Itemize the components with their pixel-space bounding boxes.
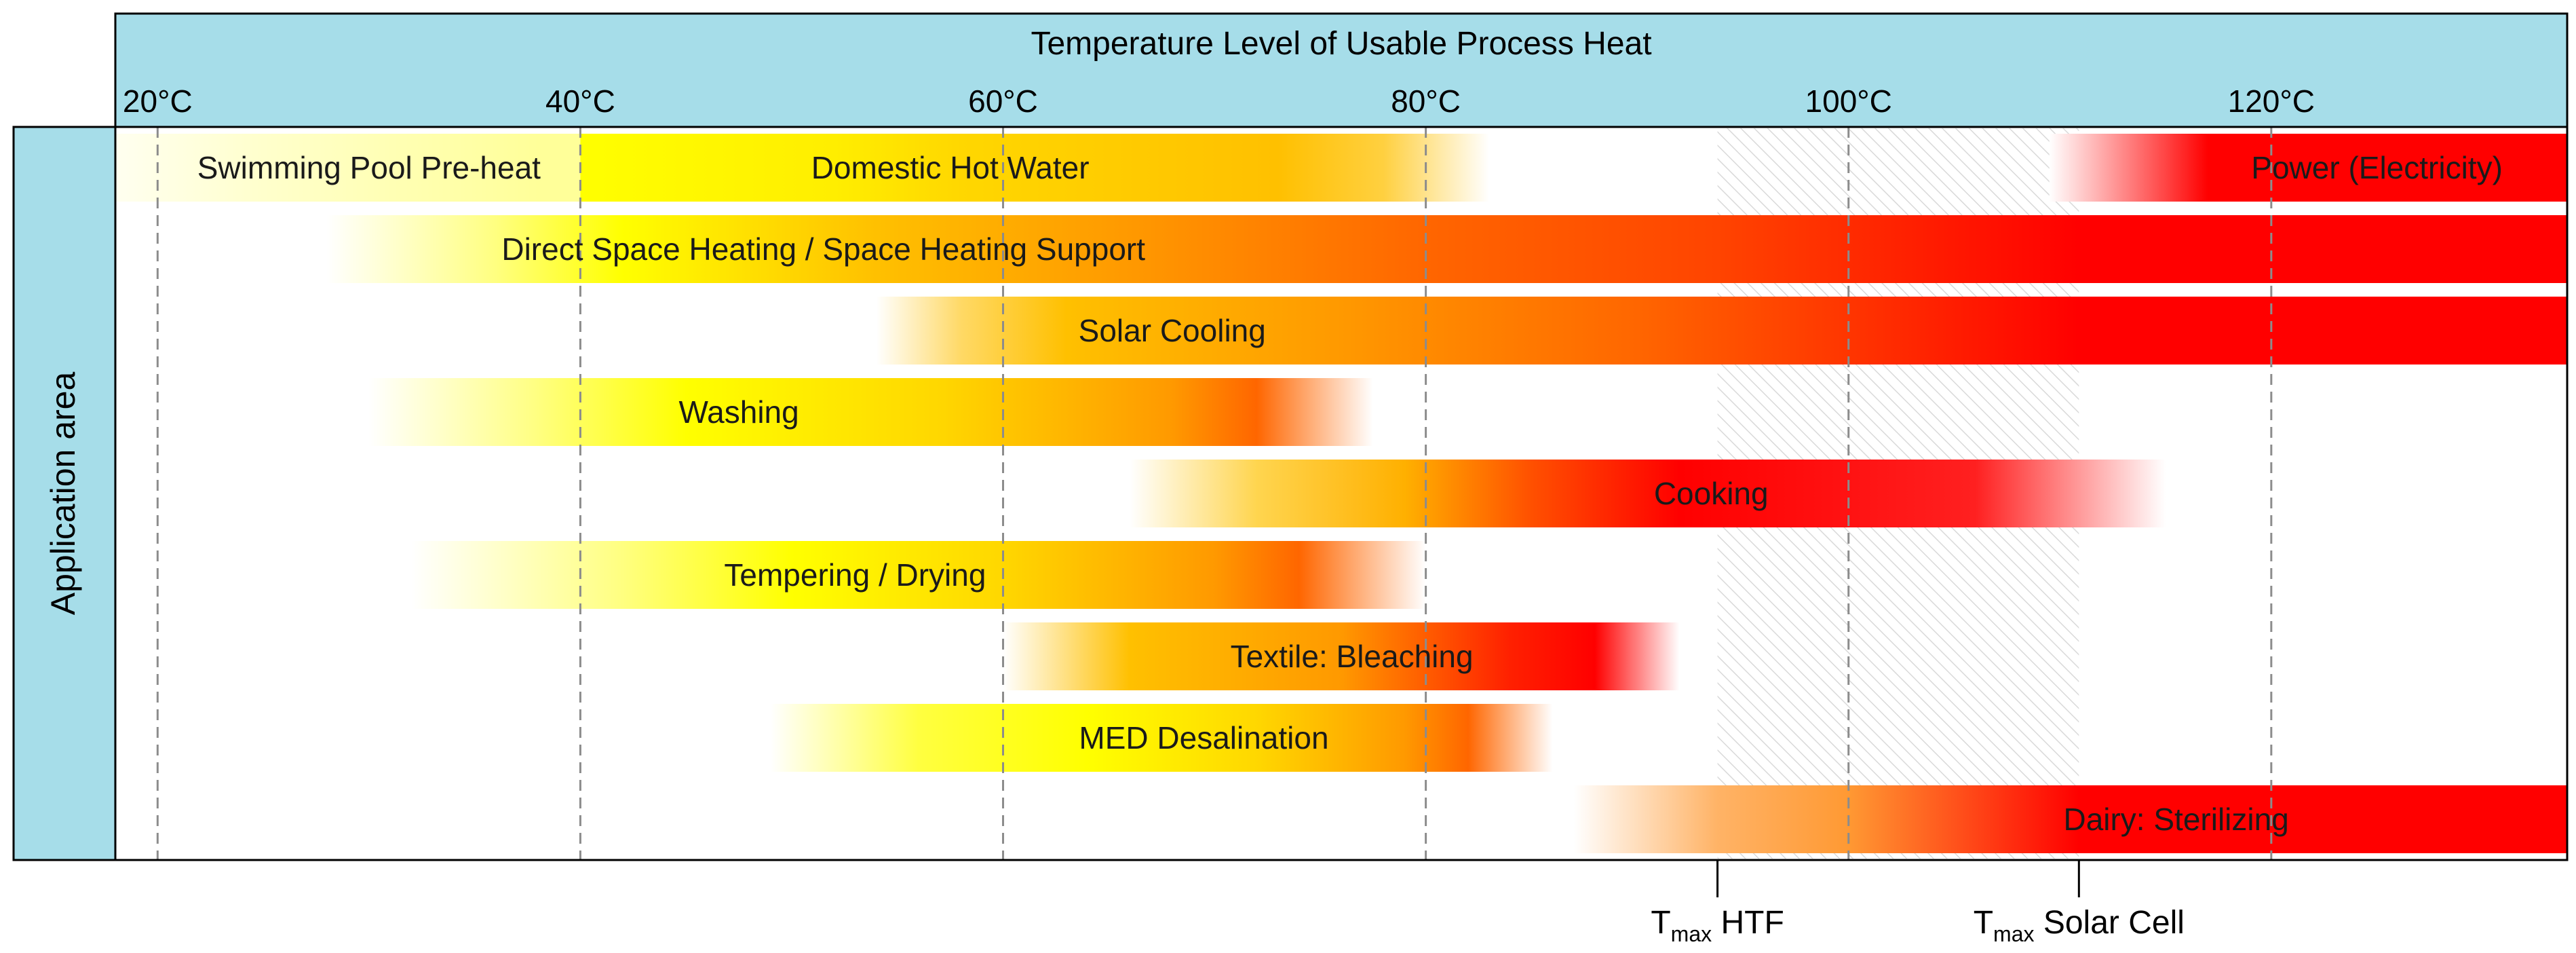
bar-solar-cooling [876,297,2567,365]
bar-label: Power (Electricity) [2251,150,2503,185]
bar-label: MED Desalination [1079,720,1328,755]
bar-textile-bleaching [1003,622,1680,690]
side-band [12,126,117,861]
bar-domestic-hot-water [580,134,1490,202]
x-tick-label: 40°C [545,83,615,119]
bar-label: Domestic Hot Water [811,150,1090,185]
bar-washing [368,378,1373,446]
bar-label: Dairy: Sterilizing [2063,802,2288,837]
header-band [114,12,2569,128]
x-tick-label: 20°C [123,83,193,119]
bar-direct-space-heating-space-heating-support [326,215,2567,283]
x-tick-label: 120°C [2228,83,2315,119]
x-tick-label: 60°C [968,83,1038,119]
bar-label: Washing [678,394,799,430]
x-tick-label: 100°C [1805,83,1892,119]
bar-dairy-sterilizing [1573,785,2567,853]
x-tick-label: 80°C [1391,83,1461,119]
bar-label: Solar Cooling [1079,313,1266,348]
bar-label: Textile: Bleaching [1231,639,1474,674]
bar-label: Cooking [1654,476,1769,511]
bar-swimming-pool-pre-heat [115,134,581,202]
limit-label: Tmax HTF [1651,905,1784,946]
bar-label: Direct Space Heating / Space Heating Sup… [501,231,1145,267]
plot-border [114,126,2569,861]
y-axis-label: Application area [44,372,82,616]
chart-title: Temperature Level of Usable Process Heat [1031,26,1651,62]
bar-med-desalination [770,704,1553,772]
bar-cooking [1130,460,2166,527]
limit-label: Tmax Solar Cell [1974,905,2185,946]
bar-label: Swimming Pool Pre-heat [197,150,541,185]
bar-power-electricity [2049,134,2567,202]
bar-label: Tempering / Drying [724,557,986,593]
